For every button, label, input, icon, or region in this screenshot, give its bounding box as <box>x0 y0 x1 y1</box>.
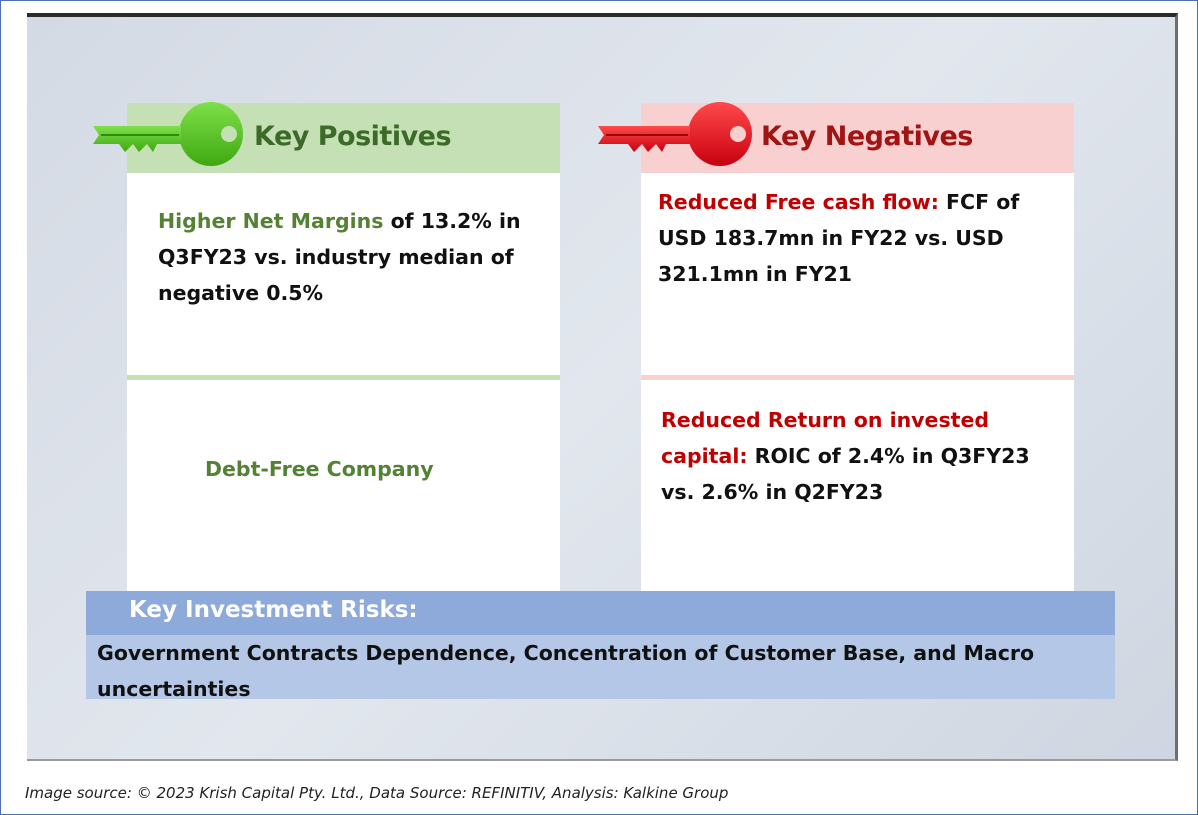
positive-item-2-highlight: Debt-Free Company <box>205 457 434 481</box>
negative-card-2: Reduced Return on invested capital: ROIC… <box>641 380 1074 591</box>
risks-body: Government Contracts Dependence, Concent… <box>86 635 1115 701</box>
positive-item-1-text: Higher Net Margins of 13.2% in Q3FY23 vs… <box>158 203 538 311</box>
positive-item-2-text: Debt-Free Company <box>205 451 434 487</box>
negative-key-icon <box>598 102 752 166</box>
negative-divider <box>641 375 1074 380</box>
risks-title: Key Investment Risks: <box>129 597 418 623</box>
negative-item-1-highlight: Reduced Free cash flow: <box>658 190 939 214</box>
risks-header: Key Investment Risks: <box>86 591 1115 635</box>
positive-item-1-highlight: Higher Net Margins <box>158 209 384 233</box>
negatives-title: Key Negatives <box>761 121 973 152</box>
negative-item-2-body: ROIC of 2.4% in Q3FY23 vs. 2.6% in Q2FY2… <box>661 444 1030 504</box>
positives-title: Key Positives <box>254 121 452 152</box>
negative-item-2-highlight: Reduced Return on invested capital: <box>661 408 990 468</box>
positive-divider <box>127 375 560 380</box>
positive-item-1-body: of 13.2% in Q3FY23 vs. industry median o… <box>158 209 521 305</box>
risks-text: Government Contracts Dependence, Concent… <box>97 641 1035 701</box>
negative-item-1-body: FCF of USD 183.7mn in FY22 vs. USD 321.1… <box>658 190 1020 286</box>
negative-item-1-text: Reduced Free cash flow: FCF of USD 183.7… <box>658 184 1070 292</box>
image-source-caption: Image source: © 2023 Krish Capital Pty. … <box>25 784 729 802</box>
negative-item-2-text: Reduced Return on invested capital: ROIC… <box>661 402 1066 510</box>
positive-card-1: Higher Net Margins of 13.2% in Q3FY23 vs… <box>127 173 560 376</box>
positive-key-icon <box>93 102 243 166</box>
negative-card-1: Reduced Free cash flow: FCF of USD 183.7… <box>641 173 1074 376</box>
positive-card-2: Debt-Free Company <box>127 380 560 591</box>
